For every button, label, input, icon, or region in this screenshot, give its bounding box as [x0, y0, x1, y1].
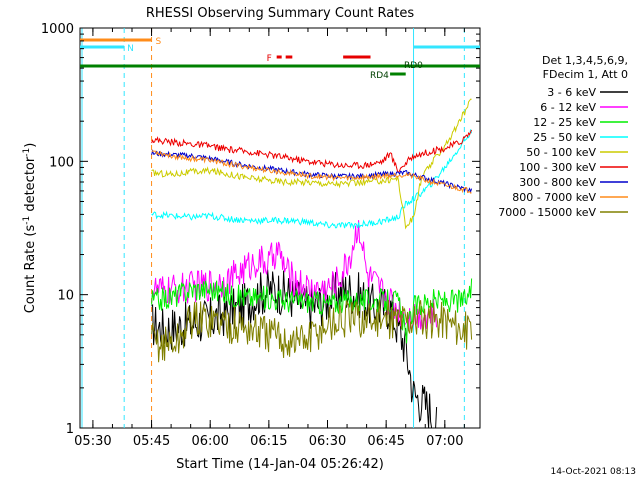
series-group	[151, 98, 473, 429]
vertical-markers	[81, 28, 465, 428]
x-tick-label: 06:30	[309, 434, 346, 449]
x-tick-label: 06:15	[250, 434, 287, 449]
y-axis-label-part: Count Rate (s	[23, 225, 38, 314]
series-line-3	[151, 278, 473, 344]
y-tick-label: 100	[49, 155, 74, 170]
legend-label: 7000 - 15000 keV	[498, 206, 596, 219]
series-line-7	[151, 149, 473, 194]
legend-label: 50 - 100 keV	[526, 146, 596, 159]
flag-bars: S N F RD0 RD4	[80, 37, 480, 81]
legend-label: 3 - 6 keV	[547, 86, 596, 99]
timestamp: 14-Oct-2021 08:13	[551, 467, 636, 477]
y-axis-label-end: )	[23, 143, 38, 148]
x-tick-label: 05:45	[133, 434, 170, 449]
y-tick-label: 10	[57, 289, 74, 304]
x-tick-label: 05:30	[74, 434, 111, 449]
legend-header-line2: FDecim 1, Att 0	[543, 68, 628, 81]
x-tick-label: 07:00	[426, 434, 463, 449]
chart-title: RHESSI Observing Summary Count Rates	[146, 6, 415, 21]
flag-label-F: F	[267, 54, 272, 64]
plot-frame	[79, 27, 481, 429]
legend: 3 - 6 keV 6 - 12 keV 12 - 25 keV 25 - 50 ke…	[498, 86, 628, 219]
x-axis-label: Start Time (14-Jan-04 05:26:42)	[176, 457, 384, 472]
y-axis-label: Count Rate (s-1 detector-1)	[22, 143, 38, 314]
series-line-6	[151, 129, 473, 174]
y-axis: 1 10 100 1000	[41, 22, 480, 437]
y-axis-label-mid: detector	[23, 156, 38, 216]
x-tick-label: 06:45	[367, 434, 404, 449]
series-line-5	[151, 98, 472, 230]
x-axis: 05:30 05:45 06:00 06:15 06:30 06:45 07:00	[74, 28, 465, 449]
legend-label: 25 - 50 keV	[533, 131, 596, 144]
legend-label: 300 - 800 keV	[519, 176, 596, 189]
flag-label-S: S	[156, 37, 162, 47]
y-tick-label: 1000	[41, 22, 74, 37]
y-axis-label-sup1: -1	[22, 216, 32, 225]
legend-label: 100 - 300 keV	[519, 161, 596, 174]
flag-label-RD4: RD4	[370, 71, 389, 81]
series-line-9	[151, 300, 473, 363]
flag-label-N: N	[127, 44, 134, 54]
flag-label-RD0: RD0	[404, 61, 423, 71]
y-axis-label-sup2: -1	[22, 148, 32, 157]
x-tick-label: 06:00	[191, 434, 228, 449]
series-line-8	[151, 150, 472, 194]
y-tick-label: 1	[66, 422, 74, 437]
legend-label: 800 - 7000 keV	[512, 191, 596, 204]
legend-label: 6 - 12 keV	[540, 101, 596, 114]
legend-header-line1: Det 1,3,4,5,6,9,	[542, 54, 628, 67]
legend-label: 12 - 25 keV	[533, 116, 596, 129]
